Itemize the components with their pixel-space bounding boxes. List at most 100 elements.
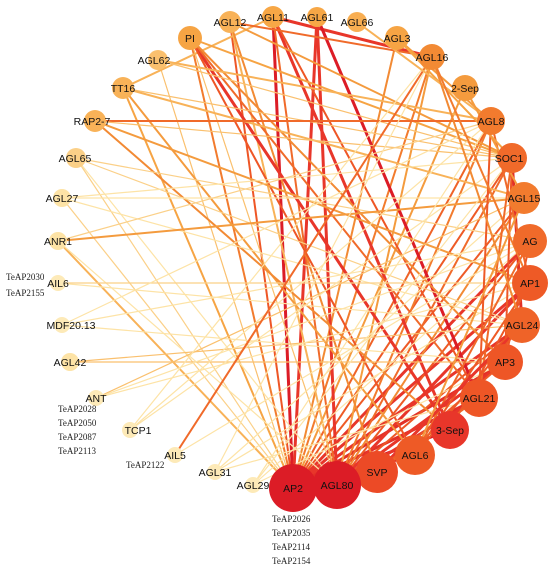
node-label: AGL15 <box>508 193 541 205</box>
node-ail6[interactable]: AIL6 <box>47 275 69 291</box>
node-ail5[interactable]: AIL5 <box>164 447 186 463</box>
edge-ap2-agl27 <box>61 197 294 489</box>
node-2-sep[interactable]: 2-Sep <box>451 75 479 101</box>
node-circle[interactable] <box>487 344 523 380</box>
node-circle[interactable] <box>395 435 435 475</box>
node-mdf20-13[interactable]: MDF20.13 <box>46 317 96 333</box>
edge-anr1-agl8 <box>57 120 492 242</box>
node-circle[interactable] <box>88 390 104 406</box>
node-circle[interactable] <box>269 464 317 512</box>
node-circle[interactable] <box>356 451 398 493</box>
node-label: AP1 <box>520 278 540 290</box>
node-circle[interactable] <box>508 182 540 214</box>
node-label: ANR1 <box>44 236 72 248</box>
node-label: MDF20.13 <box>46 320 95 332</box>
node-circle[interactable] <box>66 148 86 168</box>
node-agl15[interactable]: AGL15 <box>508 182 541 214</box>
node-circle[interactable] <box>148 50 168 70</box>
node-label: RAP2-7 <box>74 116 111 128</box>
node-circle[interactable] <box>167 447 183 463</box>
annotation-text: TeAP2028 <box>58 404 97 414</box>
node-agl11[interactable]: AGL11 <box>257 6 289 28</box>
node-agl6[interactable]: AGL6 <box>395 435 435 475</box>
edge-pi-agl21 <box>189 37 480 399</box>
edge-agl80-agl65 <box>75 157 338 486</box>
node-rap2-7[interactable]: RAP2-7 <box>74 110 111 132</box>
node-circle[interactable] <box>419 44 445 70</box>
node-circle[interactable] <box>313 461 361 509</box>
edge-ail5-agl16 <box>174 56 433 456</box>
node-label: AGL3 <box>384 33 411 45</box>
node-label: AGL65 <box>59 153 92 165</box>
ail6-annotation: TeAP2030 TeAP2155 <box>6 272 45 298</box>
node-agl62[interactable]: AGL62 <box>138 50 171 70</box>
node-soc1[interactable]: SOC1 <box>495 143 527 173</box>
node-circle[interactable] <box>477 107 505 135</box>
node-svp[interactable]: SVP <box>356 451 398 493</box>
edge-tcp1-agl16 <box>129 56 433 431</box>
edge-ag-agl6 <box>414 240 531 456</box>
edge-ap2-agl8 <box>292 120 492 489</box>
node-agl21[interactable]: AGL21 <box>460 379 498 417</box>
edge-agl65-ag <box>75 157 531 242</box>
node-circle[interactable] <box>49 232 67 250</box>
node-circle[interactable] <box>504 307 540 343</box>
node-circle[interactable] <box>84 110 106 132</box>
node-anr1[interactable]: ANR1 <box>44 232 72 250</box>
node-circle[interactable] <box>53 189 71 207</box>
node-label: ANT <box>86 393 108 405</box>
edge-tt16-soc1 <box>122 87 513 159</box>
node-circle[interactable] <box>497 143 527 173</box>
annotation-text: TeAP2113 <box>58 446 97 456</box>
node-tt16[interactable]: TT16 <box>111 77 136 99</box>
node-circle[interactable] <box>122 422 138 438</box>
edge-agl31-ap1 <box>214 282 531 473</box>
node-agl12[interactable]: AGL12 <box>214 11 247 33</box>
node-circle[interactable] <box>50 275 66 291</box>
node-circle[interactable] <box>431 411 469 449</box>
node-label: AGL11 <box>257 12 289 24</box>
node-circle[interactable] <box>307 7 327 27</box>
node-circle[interactable] <box>460 379 498 417</box>
node-circle[interactable] <box>112 77 134 99</box>
node-ant[interactable]: ANT <box>86 390 108 406</box>
node-ap2[interactable]: AP2 <box>269 464 317 512</box>
node-label: 3-Sep <box>436 425 464 437</box>
node-agl61[interactable]: AGL61 <box>301 7 334 27</box>
node-agl24[interactable]: AGL24 <box>504 307 540 343</box>
edge-tt16-agl15 <box>122 87 525 199</box>
node-ag[interactable]: AG <box>513 224 547 258</box>
node-agl65[interactable]: AGL65 <box>59 148 92 168</box>
node-circle[interactable] <box>452 75 478 101</box>
node-agl31[interactable]: AGL31 <box>199 464 232 480</box>
edge-agl62-soc1 <box>157 59 513 159</box>
node-pi[interactable]: PI <box>178 26 202 50</box>
node-circle[interactable] <box>207 464 223 480</box>
node-agl16[interactable]: AGL16 <box>416 44 449 70</box>
edge-agl61-agl21 <box>315 15 481 400</box>
node-tcp1[interactable]: TCP1 <box>122 422 152 438</box>
node-agl29[interactable]: AGL29 <box>237 477 270 493</box>
node-circle[interactable] <box>245 477 261 493</box>
node-agl27[interactable]: AGL27 <box>46 189 79 207</box>
node-circle[interactable] <box>513 224 547 258</box>
node-circle[interactable] <box>61 353 79 371</box>
node-circle[interactable] <box>178 26 202 50</box>
node-agl3[interactable]: AGL3 <box>384 26 411 50</box>
node-agl66[interactable]: AGL66 <box>341 12 374 32</box>
node-circle[interactable] <box>512 265 548 301</box>
node-agl80[interactable]: AGL80 <box>313 461 361 509</box>
node-label: AGL21 <box>463 393 496 405</box>
node-circle[interactable] <box>219 11 241 33</box>
node-circle[interactable] <box>385 26 409 50</box>
node-label: SVP <box>366 467 387 479</box>
node-label: PI <box>185 33 195 45</box>
node-agl8[interactable]: AGL8 <box>477 107 505 135</box>
node-agl42[interactable]: AGL42 <box>54 353 87 371</box>
node-ap1[interactable]: AP1 <box>512 265 548 301</box>
node-circle[interactable] <box>262 6 284 28</box>
node-3-sep[interactable]: 3-Sep <box>431 411 469 449</box>
node-circle[interactable] <box>347 12 367 32</box>
node-ap3[interactable]: AP3 <box>487 344 523 380</box>
node-circle[interactable] <box>54 317 70 333</box>
